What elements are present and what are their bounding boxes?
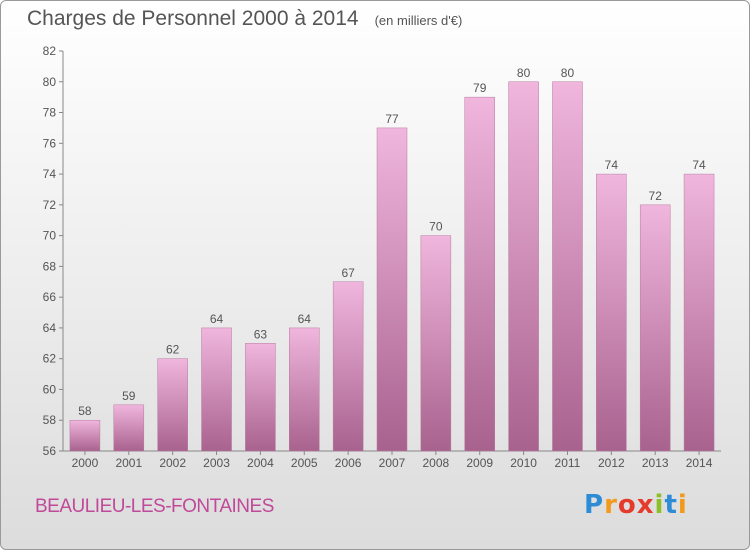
- commune-name: BEAULIEU-LES-FONTAINES: [35, 496, 274, 517]
- logo-letter: o: [617, 490, 637, 520]
- bar: [508, 81, 539, 452]
- bar: [113, 404, 145, 452]
- bar-value-label: 67: [341, 266, 355, 280]
- bar-value-label: 64: [210, 312, 224, 326]
- chart-title: Charges de Personnel 2000 à 2014: [27, 7, 359, 30]
- bar-value-label: 59: [122, 389, 136, 403]
- y-tick-label: 80: [43, 75, 57, 89]
- x-tick-label: 2007: [379, 456, 406, 470]
- x-tick-label: 2012: [598, 456, 625, 470]
- x-tick-label: 2005: [291, 456, 318, 470]
- x-tick-label: 2008: [423, 456, 450, 470]
- title-row: Charges de Personnel 2000 à 2014 (en mill…: [27, 7, 462, 31]
- y-tick-label: 82: [43, 44, 57, 58]
- x-tick-label: 2003: [203, 456, 230, 470]
- y-tick-label: 78: [43, 106, 57, 120]
- logo-letter: i: [677, 490, 688, 520]
- y-tick-label: 56: [43, 444, 57, 458]
- bar-value-label: 79: [473, 81, 487, 95]
- x-tick-label: 2004: [247, 456, 274, 470]
- x-tick-label: 2014: [686, 456, 713, 470]
- bar: [332, 281, 364, 452]
- chart-subtitle: (en milliers d'€): [374, 13, 463, 28]
- bar-value-label: 80: [517, 66, 531, 80]
- logo-letter: P: [584, 490, 605, 520]
- bar: [552, 81, 583, 452]
- x-tick-label: 2002: [159, 456, 186, 470]
- bar: [376, 127, 408, 452]
- bar: [683, 173, 715, 452]
- bar-value-label: 72: [649, 189, 663, 203]
- bar-value-label: 63: [254, 327, 268, 341]
- y-tick-label: 74: [43, 167, 57, 181]
- x-tick-label: 2011: [555, 456, 581, 470]
- x-tick-label: 2010: [510, 456, 537, 470]
- y-tick-label: 70: [43, 229, 57, 243]
- x-tick-label: 2013: [642, 456, 669, 470]
- bar-value-label: 74: [605, 158, 619, 172]
- y-tick-label: 68: [43, 259, 57, 273]
- y-tick-label: 58: [43, 413, 57, 427]
- bar: [201, 327, 232, 452]
- y-tick-label: 62: [43, 352, 57, 366]
- logo-letter: x: [636, 490, 655, 520]
- bar: [289, 327, 320, 452]
- x-tick-label: 2001: [115, 456, 142, 470]
- bar: [69, 419, 101, 452]
- y-tick-label: 64: [43, 321, 57, 335]
- x-tick-label: 2009: [466, 456, 493, 470]
- y-tick-label: 72: [43, 198, 57, 212]
- proxiti-logo: Proxiti: [584, 490, 688, 520]
- bar-value-label: 58: [78, 404, 92, 418]
- bar: [245, 343, 276, 452]
- y-tick-label: 60: [43, 382, 57, 396]
- logo-letter: i: [654, 490, 665, 520]
- bar-value-label: 77: [385, 112, 399, 126]
- y-tick-label: 66: [43, 290, 57, 304]
- x-tick-label: 2006: [335, 456, 362, 470]
- bar: [157, 358, 188, 452]
- logo-letter: t: [664, 490, 678, 520]
- bar: [596, 173, 627, 452]
- bar: [464, 96, 495, 452]
- bar-value-label: 74: [692, 158, 706, 172]
- x-tick-label: 2000: [72, 456, 99, 470]
- bar: [420, 235, 452, 452]
- bar-value-label: 70: [429, 220, 443, 234]
- bar-value-label: 64: [298, 312, 312, 326]
- bar-value-label: 80: [561, 66, 575, 80]
- y-tick-label: 76: [43, 136, 57, 150]
- logo-letter: r: [604, 490, 618, 520]
- bar-value-label: 62: [166, 343, 180, 357]
- bar: [639, 204, 671, 452]
